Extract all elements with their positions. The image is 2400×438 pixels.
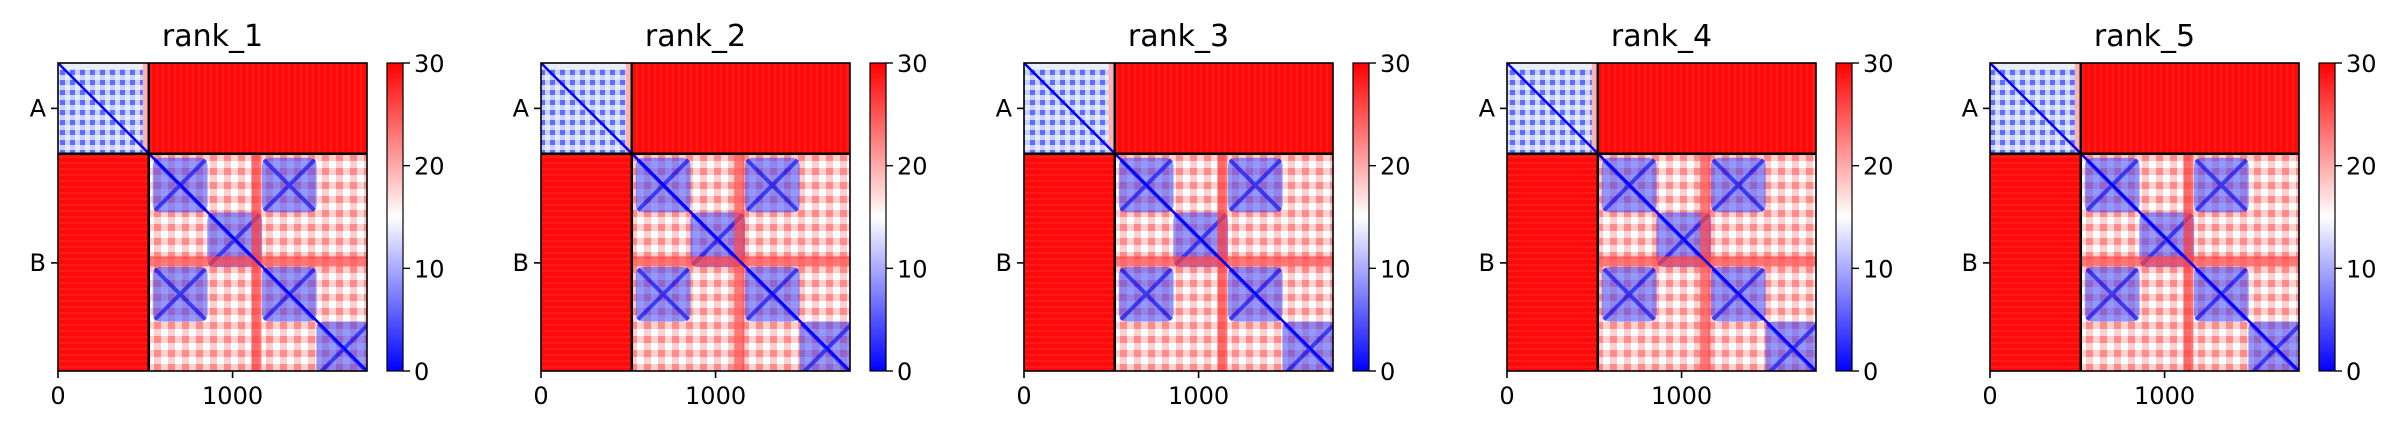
x-tick-label: 1000 (685, 382, 746, 410)
heatmap-panel-1: rank_1 0 1000 A B 0 10 20 30 (30, 19, 445, 410)
colorbar-tick-label: 0 (1380, 358, 1395, 386)
y-tick-label: B (1962, 249, 1978, 277)
colorbar-tick-label: 0 (414, 358, 429, 386)
colorbar-tick-label: 20 (2346, 153, 2377, 181)
x-tick-label: 1000 (1168, 382, 1229, 410)
heatmap-panel-2: rank_2 0 1000 A B 0 10 20 30 (513, 19, 928, 410)
colorbar-tick-label: 30 (414, 50, 445, 78)
axes-frame (1023, 62, 1334, 372)
diagonal-line (1507, 63, 1816, 371)
y-tick-label: A (1479, 94, 1496, 122)
y-tick-label: A (30, 94, 47, 122)
y-tick-label: A (1962, 94, 1979, 122)
axes-frame (1989, 62, 2300, 372)
axes-frame (1506, 62, 1817, 372)
y-tick-label: B (513, 249, 529, 277)
x-tick-label: 0 (1499, 382, 1514, 410)
colorbar-tick-label: 20 (414, 153, 445, 181)
colorbar-tick-label: 30 (2346, 50, 2377, 78)
x-tick-label: 0 (1982, 382, 1997, 410)
x-tick-label: 0 (533, 382, 548, 410)
colorbar-tick-label: 0 (897, 358, 912, 386)
heatmap-image (1507, 63, 1816, 371)
y-tick-label: B (996, 249, 1012, 277)
colorbar-tick-label: 20 (897, 153, 928, 181)
heatmap-panel-3: rank_3 0 1000 A B 0 10 20 30 (996, 19, 1411, 410)
colorbar-tick-label: 0 (1863, 358, 1878, 386)
y-tick-label: B (1479, 249, 1495, 277)
colorbar (869, 62, 887, 372)
x-tick-label: 1000 (202, 382, 263, 410)
colorbar-tick-label: 20 (1863, 153, 1894, 181)
panel-title: rank_4 (1611, 19, 1712, 54)
panel-title: rank_1 (162, 19, 263, 54)
y-tick-label: A (996, 94, 1013, 122)
colorbar (1352, 62, 1370, 372)
x-tick-label: 1000 (1651, 382, 1712, 410)
heatmap-image (1024, 63, 1333, 371)
colorbar-tick-label: 10 (2346, 255, 2377, 283)
heatmap-image (1990, 63, 2299, 371)
heatmap-image (58, 63, 367, 371)
panel-title: rank_2 (645, 19, 746, 54)
colorbar (2318, 62, 2336, 372)
colorbar-tick-label: 30 (897, 50, 928, 78)
panel-title: rank_3 (1128, 19, 1229, 54)
colorbar-tick-label: 0 (2346, 358, 2361, 386)
colorbar (1835, 62, 1853, 372)
diagonal-line (541, 63, 850, 371)
x-tick-label: 1000 (2134, 382, 2195, 410)
heatmap-image (541, 63, 850, 371)
colorbar-tick-label: 30 (1863, 50, 1894, 78)
colorbar-tick-label: 30 (1380, 50, 1411, 78)
diagonal-line (1024, 63, 1333, 371)
x-tick-label: 0 (50, 382, 65, 410)
axes-frame (57, 62, 368, 372)
diagonal-line (1990, 63, 2299, 371)
heatmap-panel-4: rank_4 0 1000 A B 0 10 20 30 (1479, 19, 1894, 410)
panel-title: rank_5 (2094, 19, 2195, 54)
colorbar-tick-label: 10 (897, 255, 928, 283)
y-tick-label: B (30, 249, 46, 277)
y-tick-label: A (513, 94, 530, 122)
axes-frame (540, 62, 851, 372)
colorbar-tick-label: 10 (1380, 255, 1411, 283)
x-tick-label: 0 (1016, 382, 1031, 410)
colorbar-tick-label: 10 (414, 255, 445, 283)
colorbar-tick-label: 10 (1863, 255, 1894, 283)
colorbar-tick-label: 20 (1380, 153, 1411, 181)
diagonal-line (58, 63, 367, 371)
heatmap-panel-5: rank_5 0 1000 A B 0 10 20 30 (1962, 19, 2377, 410)
colorbar (386, 62, 404, 372)
